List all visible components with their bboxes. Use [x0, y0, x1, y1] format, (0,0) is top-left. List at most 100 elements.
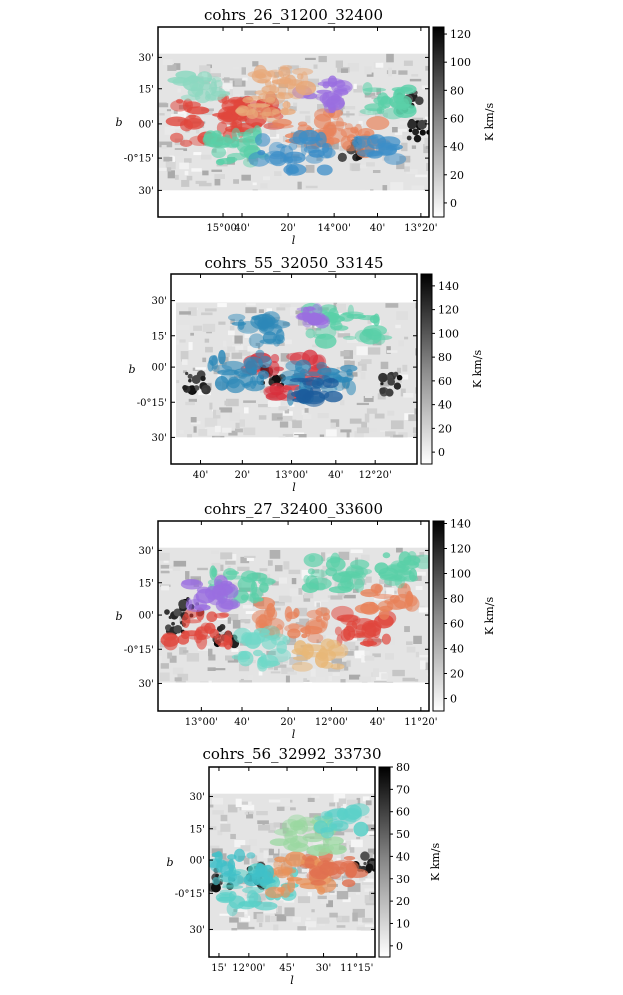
map-cell [397, 374, 409, 380]
cloud-segment [325, 90, 343, 100]
map-cell [252, 182, 257, 186]
map-cell [371, 95, 380, 100]
map-cell [240, 915, 251, 922]
cloud-segment [336, 84, 351, 92]
map-cell [367, 347, 381, 355]
cloud-segment [254, 133, 271, 147]
map-cell [342, 897, 351, 903]
x-tick-label: 11°15' [340, 963, 373, 974]
cloud-segment [217, 896, 235, 902]
map-cell [354, 431, 364, 438]
map-cell [392, 127, 398, 133]
emission-peak [202, 387, 208, 393]
map-cell [275, 656, 288, 664]
cloud-segment [251, 609, 274, 626]
cloud-segment [284, 606, 293, 622]
map-cell [259, 568, 268, 572]
map-cell [282, 136, 288, 142]
cloud-segment [261, 578, 277, 585]
map-cell [231, 927, 238, 931]
map-cell [195, 129, 200, 134]
map-cell [396, 161, 405, 170]
map-cell [179, 311, 191, 315]
map-cell [332, 672, 340, 677]
x-tick-label: 15°00' [206, 223, 239, 234]
map-cell [271, 413, 283, 421]
colorbar-tick-label: 60 [450, 618, 464, 631]
cloud-segment [321, 142, 330, 153]
map-cell [258, 309, 264, 313]
colorbar-tick-label: 60 [396, 806, 410, 819]
cloud-segment [246, 593, 257, 602]
cloud-segment [209, 565, 217, 580]
cloud-segment [160, 633, 180, 647]
cloud-segment [337, 580, 355, 592]
map-cell [209, 804, 214, 808]
cloud-segment [238, 650, 248, 657]
map-cell [224, 400, 228, 406]
map-cell [305, 874, 311, 880]
map-cell [375, 62, 384, 68]
cloud-segment [211, 364, 233, 373]
emission-map [158, 53, 429, 191]
map-cell [241, 401, 251, 409]
cloud-segment [257, 370, 269, 380]
map-cell [207, 663, 218, 668]
cloud-segment [308, 865, 323, 877]
x-tick-label: 40' [193, 470, 208, 481]
cloud-segment [203, 130, 218, 145]
map-cell [364, 655, 375, 661]
map-cell [329, 891, 338, 895]
cloud-segment [315, 324, 337, 340]
x-tick-label: 13°20' [404, 223, 437, 234]
map-cell [346, 799, 358, 806]
map-cell [328, 890, 335, 893]
map-cell [235, 422, 240, 428]
map-cell [289, 588, 301, 597]
map-cell [182, 650, 189, 653]
map-cell [159, 672, 170, 681]
map-cell [363, 878, 374, 884]
map-cell [202, 323, 216, 332]
map-cell [386, 53, 394, 63]
map-cell [202, 170, 209, 176]
map-cell [208, 73, 221, 78]
map-cell [179, 647, 187, 655]
cloud-segment [351, 137, 371, 148]
cloud-segment [339, 860, 359, 873]
map-cell [415, 174, 428, 178]
map-cell [349, 418, 362, 424]
map-cell [246, 557, 254, 562]
colorbar-tick-label: 80 [438, 351, 452, 364]
map-cell [278, 595, 292, 603]
cloud-segment [218, 349, 226, 365]
y-tick-label: 30' [139, 679, 154, 690]
y-tick-label: 15' [139, 578, 154, 589]
cloud-segment [322, 612, 331, 621]
cloud-segment [180, 94, 201, 101]
map-cell [305, 165, 315, 173]
map-cell [212, 797, 224, 805]
map-cell [316, 602, 321, 608]
cloud-segment [221, 884, 244, 890]
y-tick-label: 30' [152, 433, 167, 444]
map-cell [191, 381, 197, 388]
cloud-segment [394, 570, 412, 576]
map-cell [222, 78, 235, 81]
x-tick-label: 40' [328, 470, 343, 481]
map-cell [419, 654, 429, 658]
map-cell [187, 434, 193, 438]
cloud-segment [320, 304, 338, 314]
map-cell [361, 882, 374, 885]
map-cell [399, 121, 408, 125]
map-cell [269, 549, 281, 559]
colorbar-tick-label: 20 [450, 668, 464, 681]
colorbar-tick-label: 40 [450, 141, 464, 154]
map-cell [183, 370, 187, 374]
map-cell [228, 430, 238, 436]
map-cell [361, 421, 367, 431]
map-cell [174, 148, 188, 152]
map-cell [380, 681, 394, 683]
map-cell [243, 407, 249, 414]
